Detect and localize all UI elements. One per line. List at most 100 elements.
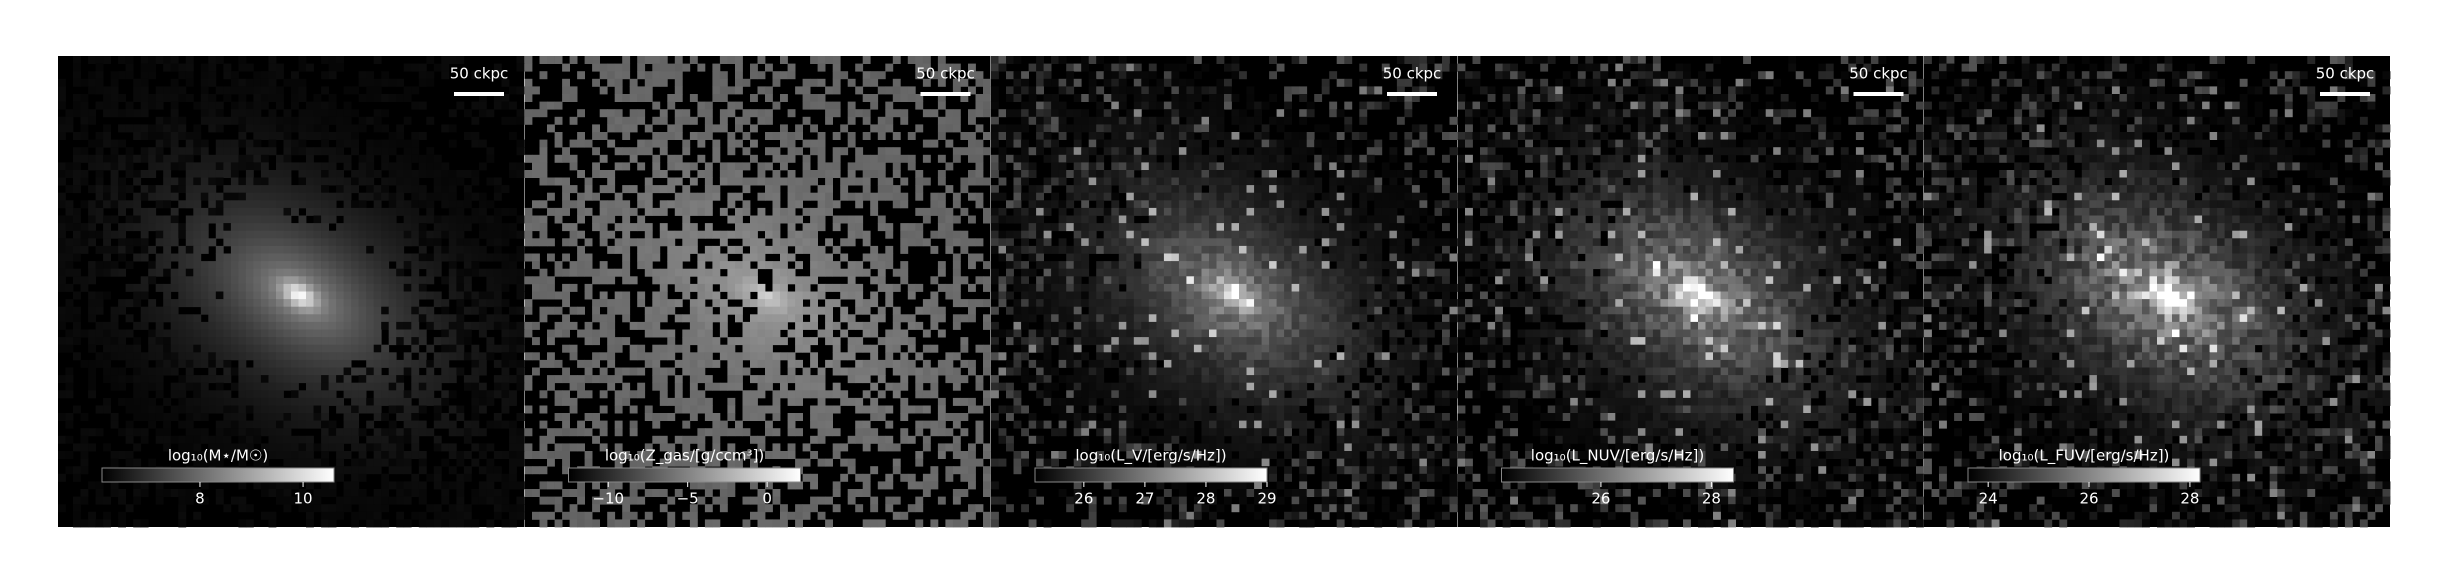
pixel [403, 147, 412, 156]
pixel [569, 344, 578, 353]
pixel [607, 71, 616, 80]
pixel [155, 496, 164, 505]
pixel [674, 154, 683, 163]
pixel [674, 94, 683, 102]
pixel [870, 78, 879, 87]
pixel [88, 382, 96, 391]
pixel [1081, 109, 1090, 118]
pixel [366, 185, 375, 194]
pixel [750, 481, 758, 490]
pixel [373, 443, 382, 452]
pixel [825, 86, 833, 95]
pixel [73, 268, 81, 277]
pixel [622, 245, 631, 254]
pixel [697, 405, 706, 414]
pixel [937, 306, 946, 315]
pixel [689, 375, 698, 384]
pixel [133, 94, 142, 102]
pixel [95, 337, 104, 346]
pixel [58, 261, 66, 270]
pixel [471, 321, 480, 330]
pixel [328, 382, 337, 391]
pixel [750, 245, 758, 254]
pixel [328, 261, 337, 270]
pixel [200, 397, 209, 406]
pixel [88, 481, 96, 490]
pixel [945, 215, 954, 224]
pixel [88, 109, 96, 118]
pixel [960, 519, 969, 528]
pixel [810, 413, 818, 421]
pixel [892, 511, 901, 520]
pixel [757, 329, 766, 338]
pixel [306, 413, 314, 421]
pixel [343, 200, 352, 209]
pixel [80, 519, 89, 528]
pixel [697, 101, 706, 110]
pixel [441, 489, 450, 497]
pixel [780, 291, 788, 300]
pixel [366, 329, 375, 338]
pixel [336, 109, 344, 118]
pixel [719, 329, 728, 338]
pixel [426, 314, 435, 323]
pixel [750, 337, 758, 346]
pixel [321, 504, 329, 513]
pixel [1209, 86, 1217, 95]
pixel [358, 466, 367, 475]
pixel [870, 435, 879, 444]
pixel [825, 268, 833, 277]
pixel [193, 283, 202, 292]
pixel [532, 466, 540, 475]
pixel [832, 321, 841, 330]
pixel [562, 413, 570, 421]
pixel [185, 489, 194, 497]
pixel [418, 489, 427, 497]
pixel [1028, 101, 1037, 110]
pixel [170, 489, 179, 497]
pixel [614, 94, 623, 102]
pixel [283, 207, 292, 216]
pixel [877, 359, 886, 368]
pixel [817, 132, 826, 140]
pixel [155, 481, 164, 490]
pixel [975, 405, 984, 414]
pixel [433, 511, 442, 520]
pixel [817, 101, 826, 110]
pixel [215, 86, 224, 95]
pixel [268, 375, 277, 384]
pixel [396, 405, 405, 414]
pixel [975, 154, 984, 163]
pixel [268, 481, 277, 490]
pixel [832, 109, 841, 118]
pixel [1103, 94, 1112, 102]
pixel [403, 337, 412, 346]
pixel [245, 245, 254, 254]
pixel [170, 299, 179, 308]
pixel [689, 56, 698, 64]
pixel [88, 223, 96, 232]
pixel [268, 223, 277, 232]
pixel [516, 139, 525, 148]
pixel [922, 375, 931, 384]
pixel [877, 215, 886, 224]
pixel [862, 71, 871, 80]
pixel [952, 321, 961, 330]
pixel [832, 268, 841, 277]
pixel [215, 215, 224, 224]
pixel [960, 132, 969, 140]
pixel [493, 504, 502, 513]
pixel [862, 519, 871, 528]
pixel [193, 230, 202, 239]
pixel [163, 63, 172, 72]
pixel [208, 109, 217, 118]
pixel [215, 124, 224, 133]
pixel [110, 367, 119, 376]
pixel [471, 397, 480, 406]
pixel [697, 344, 706, 353]
pixel [629, 321, 638, 330]
pixel [524, 63, 533, 72]
pixel [667, 261, 676, 270]
pixel [607, 78, 616, 87]
pixel [381, 443, 390, 452]
